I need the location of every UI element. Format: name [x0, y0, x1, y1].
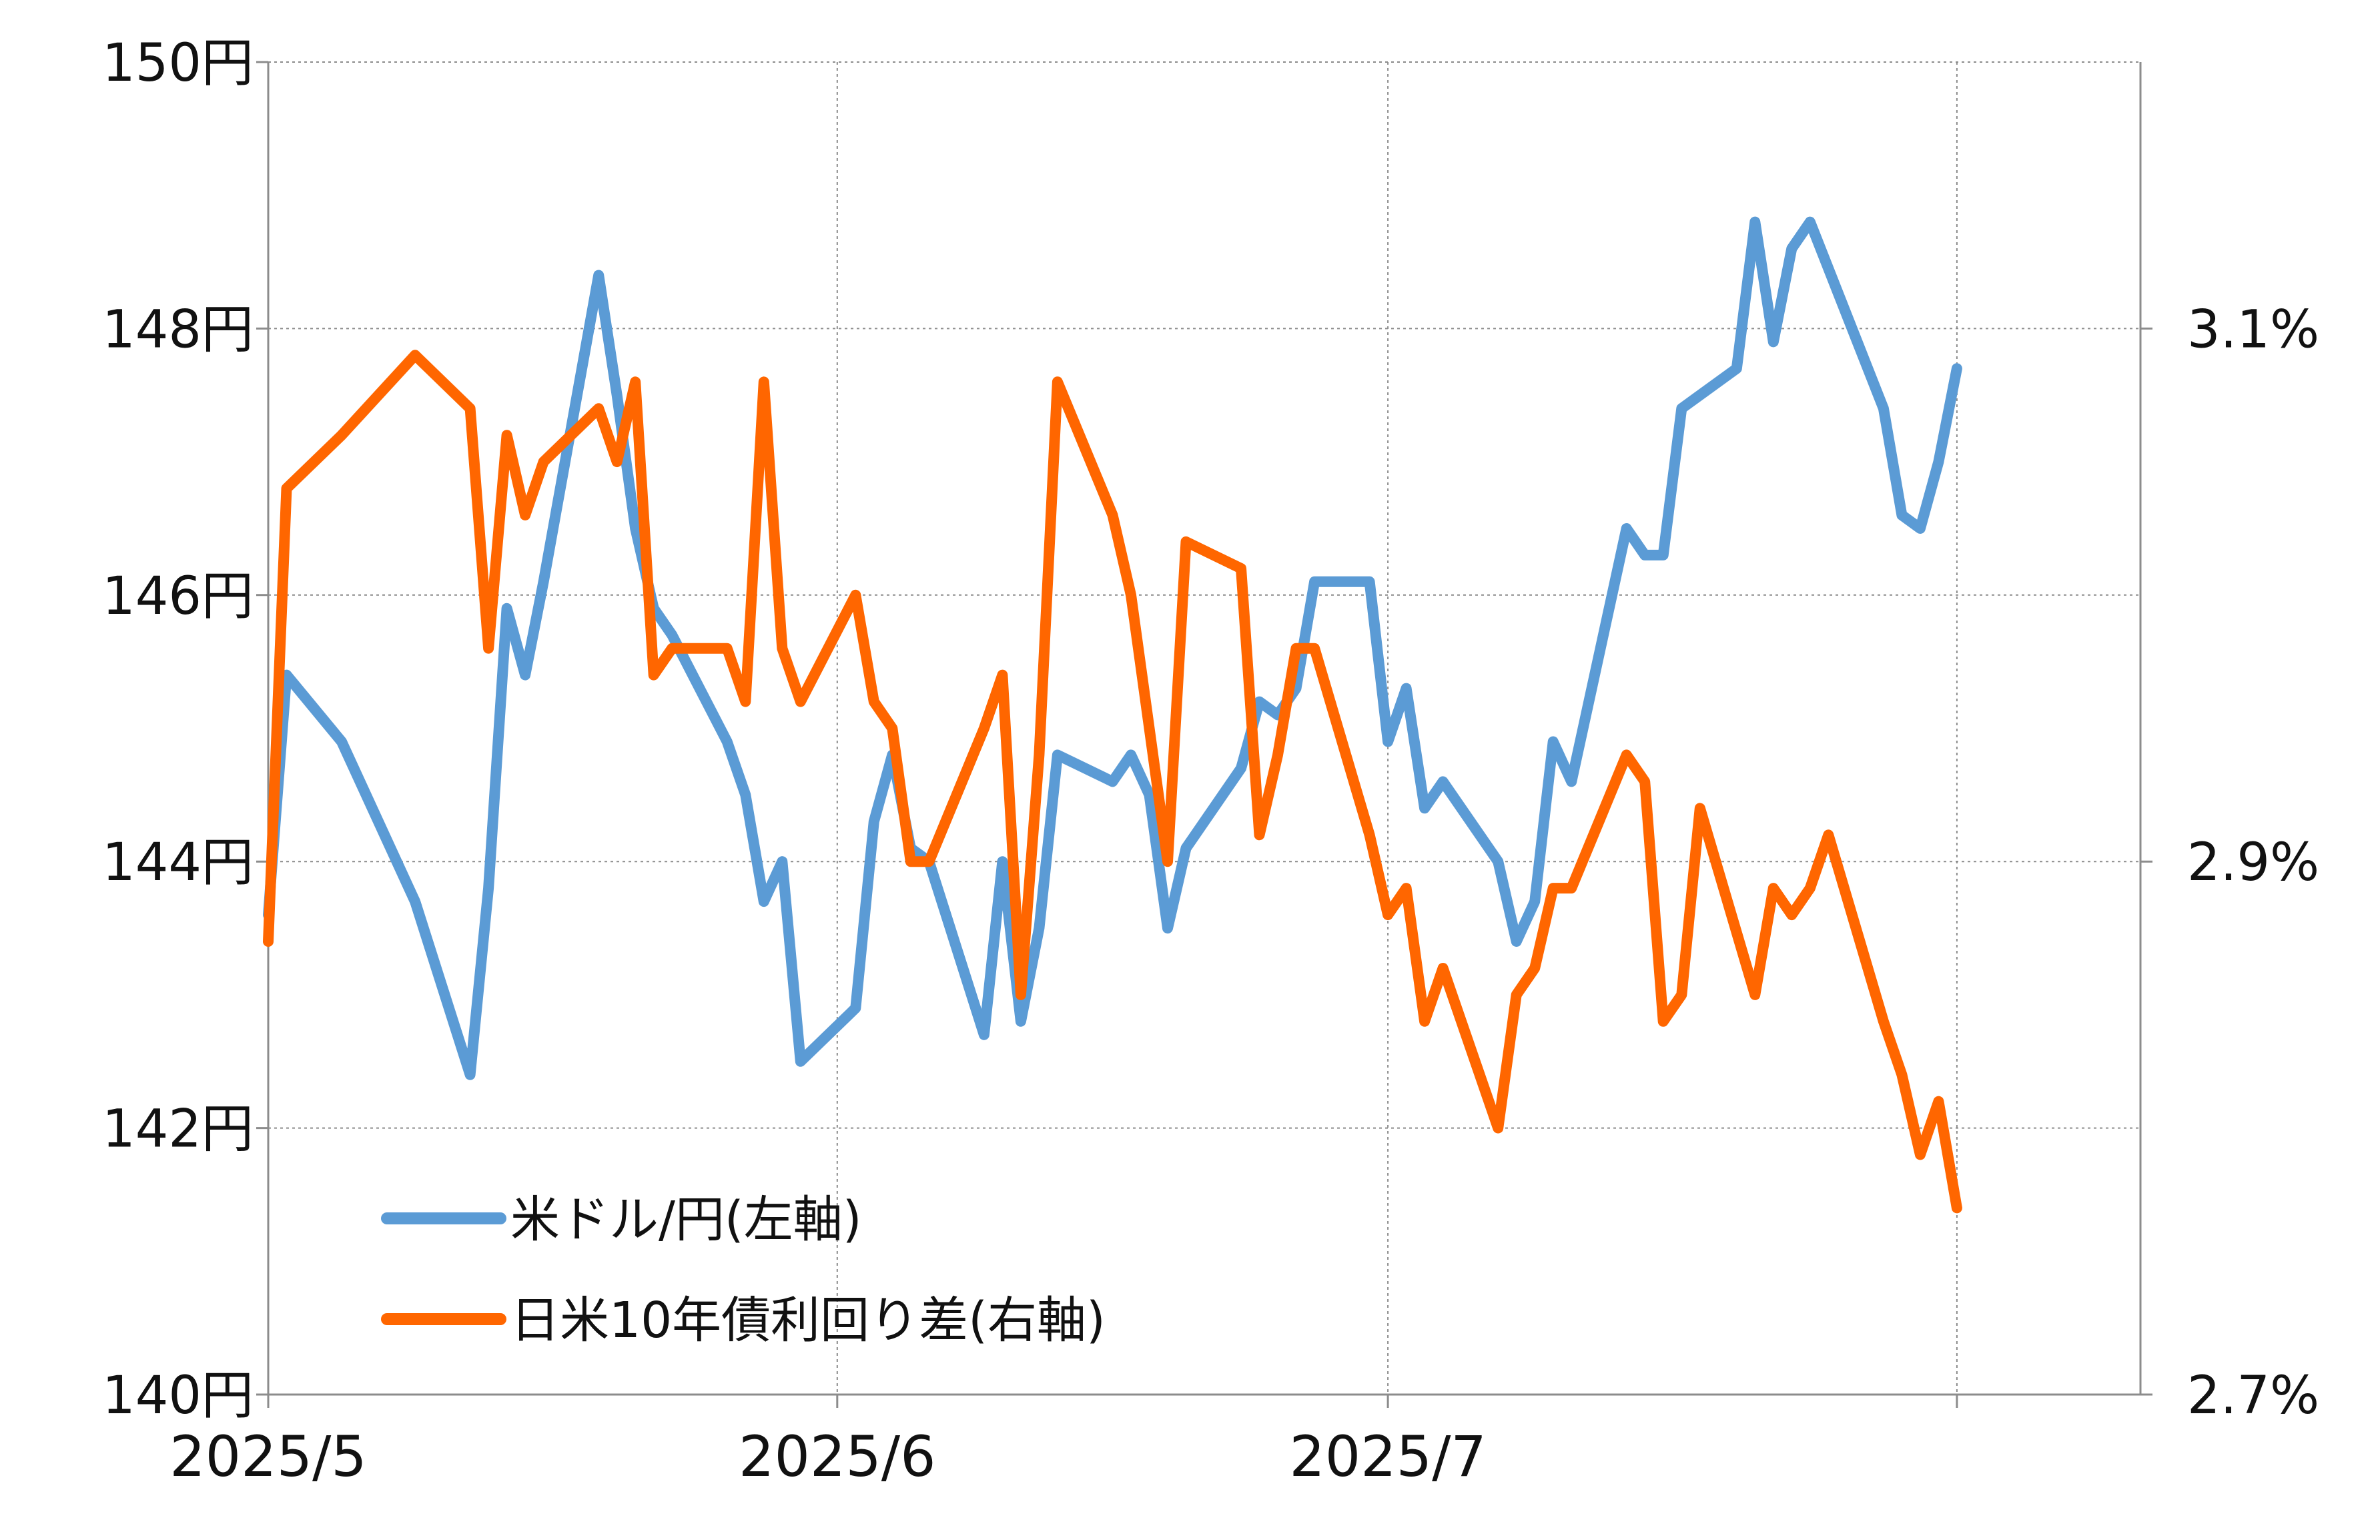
x-tick-label: 2025/5 [169, 1424, 367, 1489]
axes [256, 61, 2152, 1408]
legend-label: 米ドル/円(左軸) [510, 1191, 862, 1248]
left-tick-label: 148円 [102, 300, 254, 360]
series-line-yield-spread [263, 350, 1962, 1214]
left-tick-label: 150円 [102, 33, 254, 93]
legend-label: 日米10年債利回り差(右軸) [510, 1292, 1106, 1349]
series-lines [263, 216, 1962, 1214]
legend: 米ドル/円(左軸) 日米10年債利回り差(右軸) [381, 1191, 1106, 1349]
right-tick-label: 2.9% [2187, 833, 2319, 893]
right-tick-label: 3.1% [2187, 300, 2319, 360]
left-tick-label: 146円 [102, 566, 254, 627]
x-tick-label: 2025/6 [739, 1424, 936, 1489]
left-tick-label: 140円 [102, 1366, 254, 1426]
left-tick-label: 142円 [102, 1100, 254, 1160]
right-tick-label: 2.7% [2187, 1366, 2319, 1426]
left-tick-label: 144円 [102, 833, 254, 893]
tick-labels: 150円 148円 146円 144円 142円 140円 3.1% 2.9% 2.7% 2025… [102, 33, 2319, 1489]
x-tick-label: 2025/7 [1289, 1424, 1487, 1489]
